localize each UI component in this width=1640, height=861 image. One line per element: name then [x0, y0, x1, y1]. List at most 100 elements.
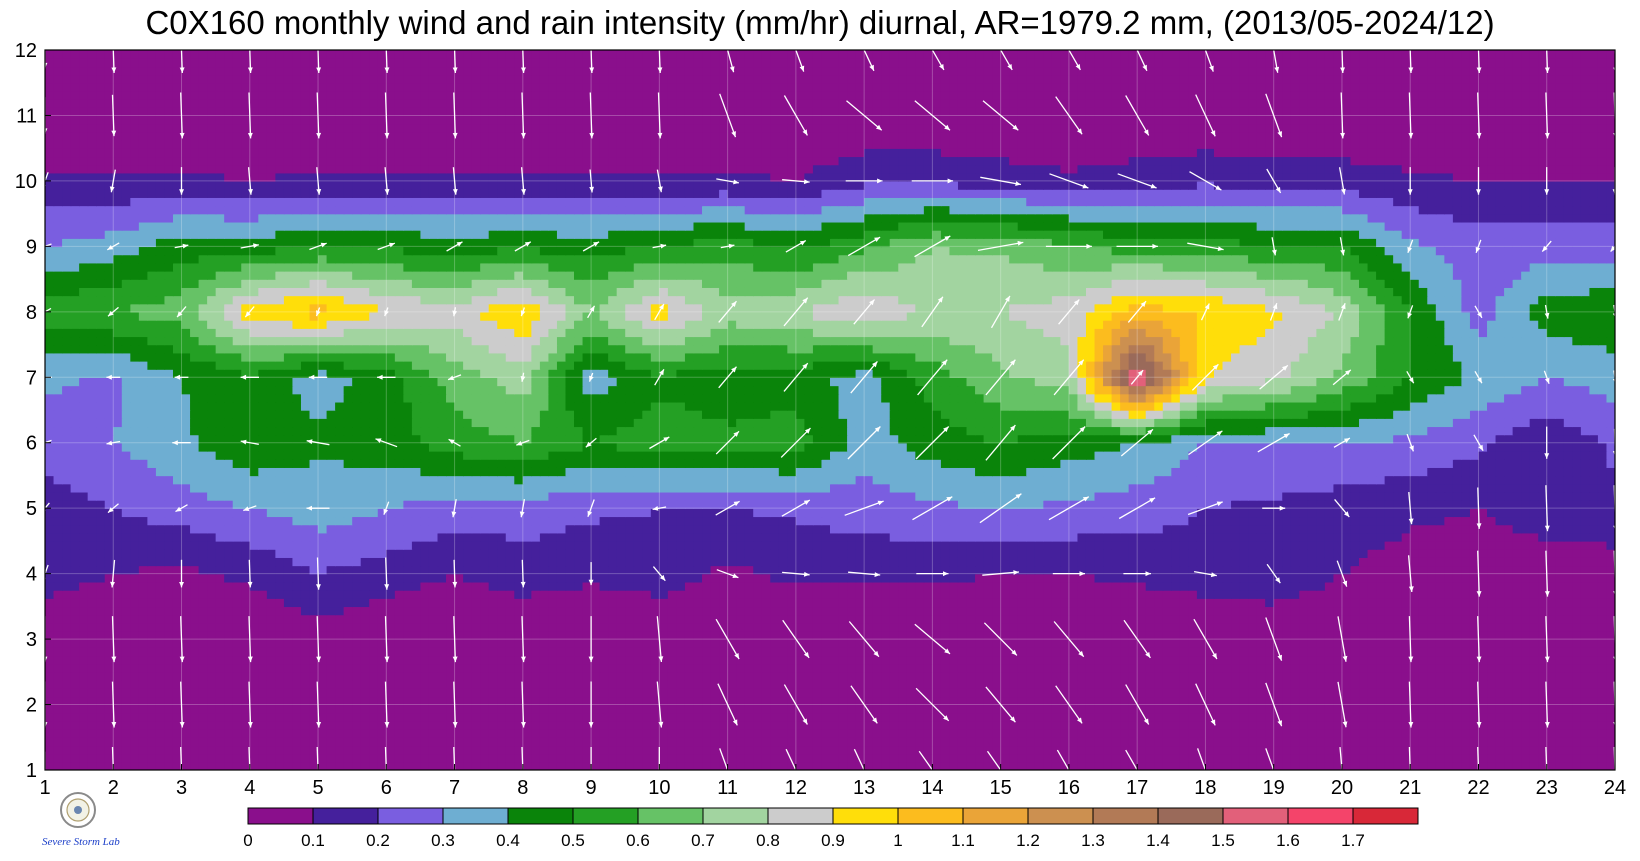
contour-cell [173, 606, 182, 615]
contour-cell [1538, 598, 1547, 607]
contour-cell [1282, 582, 1291, 591]
contour-cell [804, 615, 813, 624]
contour-cell [130, 672, 139, 681]
contour-cell [395, 729, 404, 738]
contour-cell [634, 721, 643, 730]
contour-cell [770, 574, 779, 583]
contour-cell [958, 598, 967, 607]
contour-cell [96, 664, 105, 673]
contour-cell [79, 664, 88, 673]
contour-cell [506, 655, 515, 664]
contour-cell [318, 688, 327, 697]
contour-cell [480, 590, 489, 599]
contour-cell [1188, 590, 1197, 599]
contour-cell [1487, 713, 1496, 722]
contour-cell [1291, 705, 1300, 714]
contour-cell [651, 606, 660, 615]
contour-cell [216, 745, 225, 754]
contour-cell [1581, 606, 1590, 615]
contour-cell [1069, 664, 1078, 673]
contour-cell [1419, 729, 1428, 738]
contour-cell [625, 721, 634, 730]
contour-cell [915, 647, 924, 656]
contour-cell [1223, 762, 1232, 771]
contour-cell [702, 574, 711, 583]
contour-cell [284, 672, 293, 681]
contour-cell [412, 664, 421, 673]
contour-cell [207, 705, 216, 714]
contour-cell [1171, 549, 1180, 558]
contour-cell [540, 623, 549, 632]
contour-cell [915, 606, 924, 615]
contour-cell [958, 631, 967, 640]
contour-cell [310, 639, 319, 648]
contour-cell [1325, 582, 1334, 591]
contour-cell [327, 590, 336, 599]
contour-cell [890, 639, 899, 648]
contour-cell [1504, 631, 1513, 640]
contour-cell [1385, 582, 1394, 591]
contour-cell [600, 721, 609, 730]
contour-cell [489, 598, 498, 607]
contour-cell [1248, 557, 1257, 566]
contour-cell [96, 696, 105, 705]
contour-cell [1069, 631, 1078, 640]
contour-cell [318, 590, 327, 599]
contour-cell [480, 754, 489, 763]
contour-cell [651, 557, 660, 566]
contour-cell [199, 582, 208, 591]
contour-cell [719, 664, 728, 673]
contour-cell [62, 565, 71, 574]
contour-cell [275, 713, 284, 722]
contour-cell [275, 590, 284, 599]
contour-cell [1308, 557, 1317, 566]
contour-cell [1274, 623, 1283, 632]
contour-cell [839, 672, 848, 681]
contour-cell [1231, 705, 1240, 714]
contour-cell [531, 623, 540, 632]
contour-cell [207, 762, 216, 771]
contour-cell [1240, 557, 1249, 566]
contour-cell [139, 745, 148, 754]
contour-cell [1240, 672, 1249, 681]
contour-cell [583, 762, 592, 771]
contour-cell [804, 705, 813, 714]
contour-cell [267, 574, 276, 583]
contour-cell [1564, 582, 1573, 591]
contour-cell [907, 762, 916, 771]
contour-cell [344, 696, 353, 705]
contour-cell [1018, 557, 1027, 566]
contour-cell [574, 721, 583, 730]
contour-cell [1427, 647, 1436, 656]
contour-cell [1265, 598, 1274, 607]
contour-cell [1333, 639, 1342, 648]
contour-cell [898, 729, 907, 738]
contour-cell [403, 762, 412, 771]
contour-cell [1410, 688, 1419, 697]
contour-cell [685, 721, 694, 730]
contour-cell [1265, 557, 1274, 566]
contour-cell [1504, 754, 1513, 763]
contour-cell [617, 672, 626, 681]
contour-cell [1188, 713, 1197, 722]
contour-cell [745, 631, 754, 640]
contour-cell [1564, 680, 1573, 689]
contour-cell [190, 590, 199, 599]
contour-cell [1427, 664, 1436, 673]
contour-cell [1146, 672, 1155, 681]
contour-cell [753, 590, 762, 599]
contour-cell [1163, 696, 1172, 705]
contour-cell [540, 713, 549, 722]
contour-cell [318, 574, 327, 583]
contour-cell [147, 623, 156, 632]
contour-cell [1419, 557, 1428, 566]
contour-cell [975, 623, 984, 632]
contour-cell [830, 598, 839, 607]
contour-cell [1120, 549, 1129, 558]
contour-cell [1598, 737, 1607, 746]
contour-cell [139, 729, 148, 738]
contour-cell [1530, 713, 1539, 722]
contour-cell [941, 615, 950, 624]
contour-cell [779, 557, 788, 566]
contour-cell [1214, 688, 1223, 697]
